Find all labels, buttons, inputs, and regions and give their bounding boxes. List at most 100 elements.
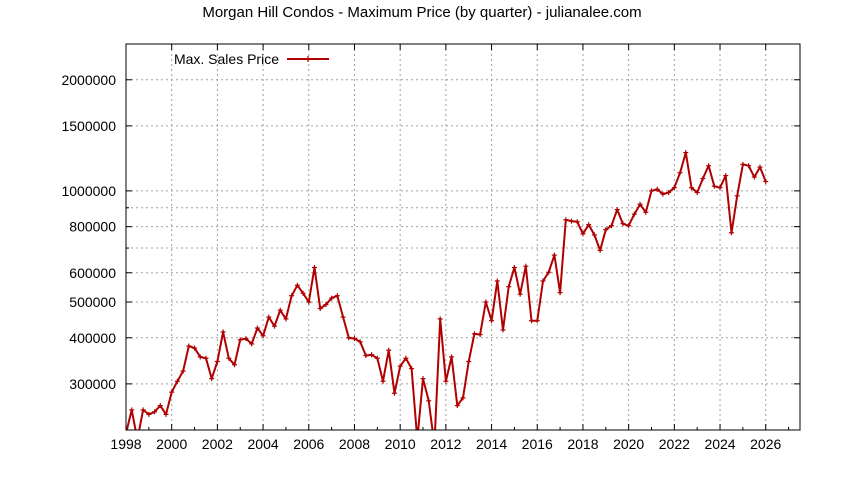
x-tick-label: 2026: [750, 436, 781, 452]
chart-title: Morgan Hill Condos - Maximum Price (by q…: [202, 4, 642, 21]
data-point: [460, 395, 466, 401]
x-tick-label: 2010: [385, 436, 416, 452]
data-point: [294, 282, 300, 288]
data-point: [180, 368, 186, 374]
data-point: [323, 302, 329, 308]
y-tick-label: 2000000: [61, 72, 116, 88]
data-point: [723, 173, 729, 179]
data-point: [609, 223, 615, 229]
data-point: [369, 352, 375, 358]
data-point: [586, 222, 592, 228]
data-point: [386, 347, 392, 353]
x-tick-label: 2020: [613, 436, 644, 452]
data-point: [214, 358, 220, 364]
data-point: [174, 378, 180, 384]
data-point: [483, 299, 489, 305]
data-point: [226, 355, 232, 361]
data-point: [454, 403, 460, 409]
data-point: [523, 263, 529, 269]
data-point: [711, 183, 717, 189]
data-point: [197, 354, 203, 360]
data-point: [517, 291, 523, 297]
data-point: [506, 284, 512, 290]
plot-frame: [125, 43, 801, 431]
data-point: [437, 316, 443, 322]
data-point: [420, 376, 426, 382]
data-point: [351, 336, 357, 342]
y-tick-label: 400000: [69, 330, 116, 346]
data-point: [751, 174, 757, 180]
data-point: [203, 355, 209, 361]
data-point: [597, 247, 603, 253]
legend-label: Max. Sales Price: [174, 51, 279, 67]
data-point: [249, 341, 255, 347]
x-tick-label: 2002: [202, 436, 233, 452]
data-point: [654, 186, 660, 192]
x-tick-label: 2004: [248, 436, 279, 452]
data-point: [728, 230, 734, 236]
x-tick-label: 2012: [430, 436, 461, 452]
data-point: [603, 227, 609, 233]
y-tick-label: 300000: [69, 376, 116, 392]
data-point: [289, 293, 295, 299]
data-point: [232, 362, 238, 368]
data-point: [300, 290, 306, 296]
data-point: [591, 232, 597, 238]
data-point: [192, 345, 198, 351]
data-point: [734, 193, 740, 199]
data-point: [746, 163, 752, 169]
data-point: [557, 290, 563, 296]
data-point: [706, 163, 712, 169]
data-point: [374, 355, 380, 361]
data-point: [529, 318, 535, 324]
data-point: [471, 331, 477, 337]
data-point: [574, 219, 580, 225]
data-point: [334, 293, 340, 299]
data-point: [569, 218, 575, 224]
data-point: [157, 403, 163, 409]
data-point: [477, 332, 483, 338]
x-tick-label: 2014: [476, 436, 507, 452]
data-point: [266, 314, 272, 320]
data-point: [511, 265, 517, 271]
data-point: [626, 223, 632, 229]
y-tick-label: 600000: [69, 265, 116, 281]
data-point: [317, 306, 323, 312]
data-point: [500, 327, 506, 333]
data-point: [403, 355, 409, 361]
data-point: [534, 318, 540, 324]
data-point: [757, 164, 763, 170]
data-point: [580, 231, 586, 237]
data-point: [329, 295, 335, 301]
data-point: [540, 278, 546, 284]
data-point: [306, 299, 312, 305]
data-point: [260, 333, 266, 339]
data-point: [146, 411, 152, 417]
x-tick-label: 2000: [156, 436, 187, 452]
data-point: [443, 378, 449, 384]
data-point: [340, 314, 346, 320]
data-point: [380, 378, 386, 384]
data-point: [671, 185, 677, 191]
x-tick-label: 2006: [293, 436, 324, 452]
x-tick-label: 2018: [567, 436, 598, 452]
data-point: [551, 252, 557, 258]
data-point: [311, 265, 317, 271]
y-tick-label: 1000000: [61, 183, 116, 199]
legend: Max. Sales Price: [174, 51, 329, 67]
data-point: [466, 358, 472, 364]
data-point: [740, 161, 746, 167]
data-point: [546, 269, 552, 275]
data-point: [272, 323, 278, 329]
data-point: [637, 201, 643, 207]
data-point: [277, 307, 283, 313]
data-point: [620, 221, 626, 227]
x-tick-label: 2016: [522, 436, 553, 452]
data-point: [237, 337, 243, 343]
data-point: [763, 179, 769, 185]
data-point: [648, 188, 654, 194]
data-point: [283, 316, 289, 322]
data-point: [688, 185, 694, 191]
tick-layer: 1998 2000 2002 2004 2006 2008 2010 2012 2014 2016…: [61, 44, 800, 452]
